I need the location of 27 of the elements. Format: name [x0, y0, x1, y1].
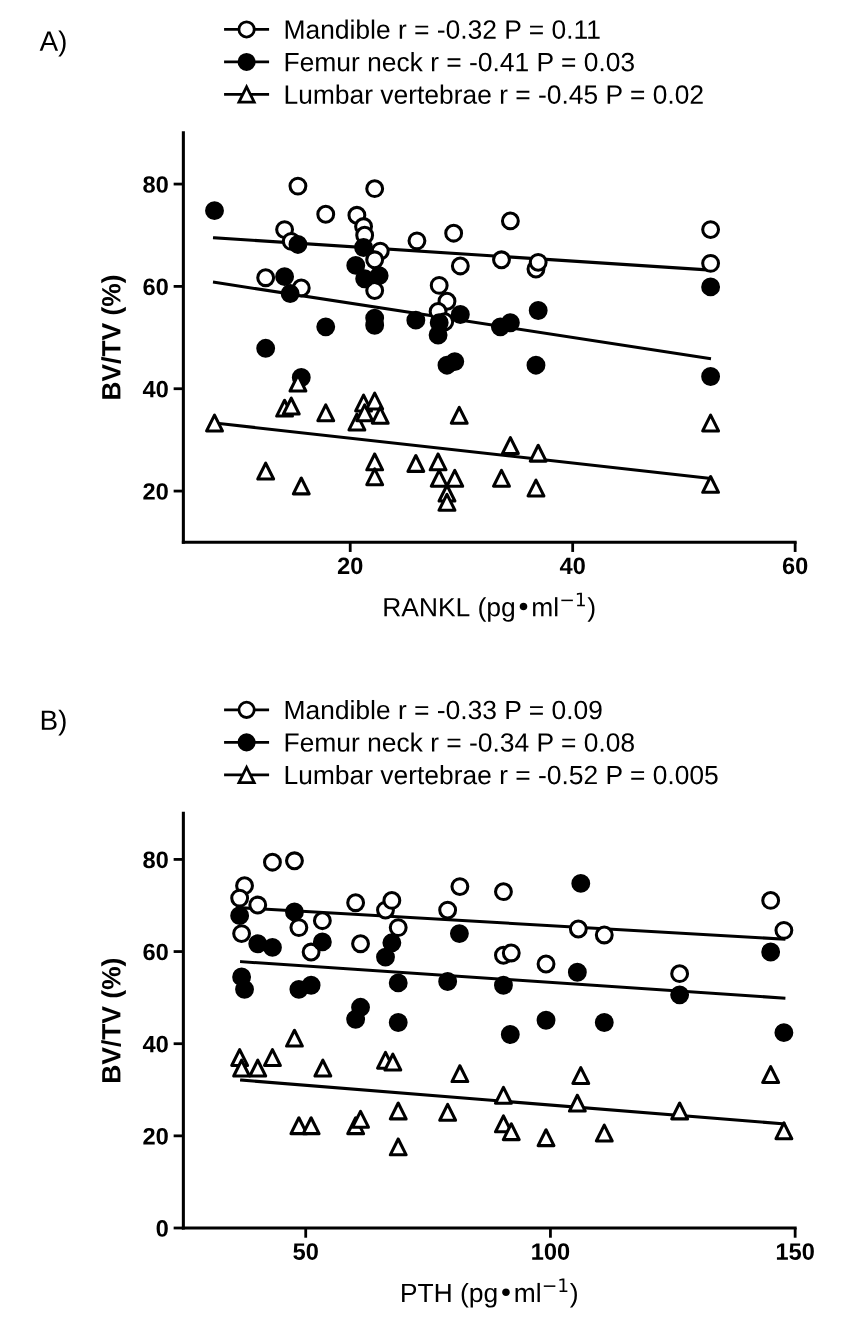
- x-tick-label: 50: [293, 1243, 318, 1260]
- y-tick-label: 20: [143, 483, 168, 500]
- y-tick-label: 60: [143, 278, 168, 296]
- x-tick-label: 40: [559, 557, 585, 575]
- x-tick-label: 150: [776, 1243, 814, 1260]
- y-tick-label: 40: [142, 1035, 168, 1053]
- y-tick-label: 0: [156, 1220, 168, 1237]
- legend-label: Lumbar vertebrae r = -0.45 P = 0.02: [285, 84, 703, 104]
- x-axis-title: PTH (pg•ml$^{−1}$): [402, 1278, 577, 1308]
- legend-label: Femur neck r = -0.34 P = 0.08: [285, 732, 634, 752]
- x-tick-label: 20: [337, 557, 363, 575]
- legend-label: Mandible r = -0.33 P = 0.09: [285, 699, 602, 720]
- y-tick-label: 60: [143, 943, 168, 961]
- y-tick-label: 80: [143, 176, 168, 193]
- x-tick-label: 100: [532, 1243, 570, 1260]
- y-axis-title: BV/TV (%): [101, 958, 126, 1082]
- chart-title: B): [41, 709, 66, 736]
- legend-label: Femur neck r = -0.41 P = 0.03: [285, 52, 634, 72]
- legend-label: Lumbar vertebrae r = -0.52 P = 0.005: [285, 765, 718, 785]
- x-axis-title: RANKL (pg•ml$^{−1}$): [384, 592, 595, 622]
- y-tick-label: 80: [143, 851, 168, 869]
- y-axis-title: BV/TV (%): [101, 275, 126, 399]
- legend-label: Mandible r = -0.32 P = 0.11: [285, 19, 600, 39]
- x-tick-label: 60: [782, 557, 808, 575]
- y-tick-label: 20: [143, 1127, 168, 1145]
- y-tick-label: 40: [142, 380, 168, 398]
- chart-title: A): [39, 30, 66, 57]
